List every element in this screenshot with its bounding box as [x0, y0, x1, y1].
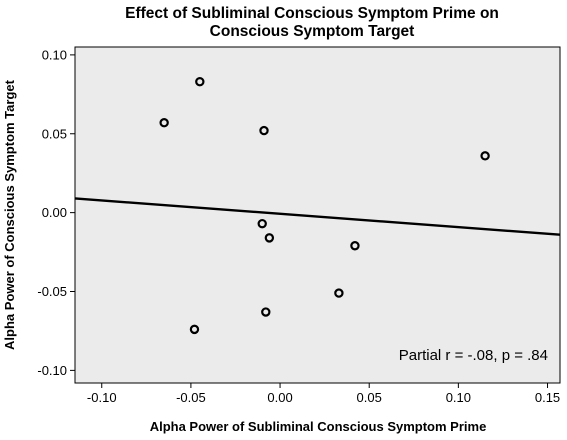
y-tick-label: 0.00 [42, 205, 67, 220]
data-point [350, 241, 360, 251]
y-axis-label: Alpha Power of Conscious Symptom Target [2, 79, 17, 350]
chart-title-line-1: Effect of Subliminal Conscious Symptom P… [125, 5, 499, 22]
data-point [334, 288, 344, 298]
data-point [480, 151, 490, 161]
data-points [159, 77, 490, 335]
y-tick-label: 0.05 [42, 126, 67, 141]
axis-ticks: -0.10 -0.05 0.00 0.05 0.10 0.15 -0.10 -0.05 0.00… [37, 47, 560, 405]
plot-area [74, 46, 561, 384]
fit-line [74, 197, 561, 236]
x-tick-label: -0.10 [87, 390, 117, 405]
data-point [159, 118, 169, 128]
chart-title-line-2: Conscious Symptom Target [210, 23, 415, 40]
data-point [264, 233, 275, 243]
data-point [189, 324, 200, 335]
annotation-partial-r: Partial r = -.08, p = .84 [399, 347, 548, 364]
y-tick-label: -0.05 [37, 284, 67, 299]
data-point [195, 77, 205, 87]
y-tick-label: 0.10 [42, 47, 67, 62]
x-tick-label: 0.15 [535, 390, 560, 405]
x-axis-label: Alpha Power of Subliminal Conscious Symp… [150, 419, 487, 434]
x-tick-label: 0.00 [267, 390, 292, 405]
data-point [257, 218, 267, 229]
x-tick-label: 0.10 [446, 390, 471, 405]
fit-line-group [74, 197, 561, 236]
x-tick-label: -0.05 [176, 390, 206, 405]
y-tick-label: -0.10 [37, 363, 67, 378]
data-point [261, 307, 271, 317]
x-tick-label: 0.05 [357, 390, 382, 405]
data-point [259, 125, 269, 136]
